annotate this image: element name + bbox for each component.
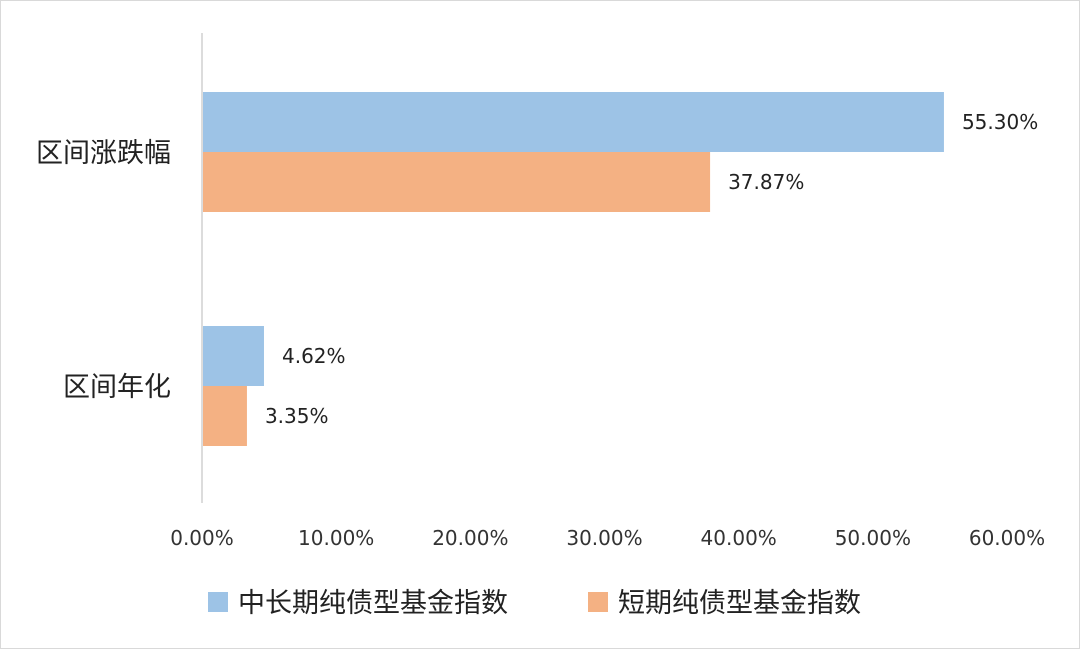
bar-1-0 (203, 326, 264, 386)
legend-label-1: 短期纯债型基金指数 (618, 588, 861, 619)
category-label-1: 区间年化 (63, 372, 171, 403)
legend-swatch-0 (208, 592, 228, 612)
category-label-0: 区间涨跌幅 (36, 138, 171, 169)
x-tick-label-3: 30.00% (566, 526, 642, 550)
legend-label-0: 中长期纯债型基金指数 (238, 588, 508, 619)
data-label-1-1: 3.35% (265, 404, 329, 428)
data-label-1-0: 4.62% (282, 344, 346, 368)
legend-swatch-1 (588, 592, 608, 612)
bar-0-1 (203, 152, 711, 212)
data-label-0-0: 55.30% (962, 110, 1038, 134)
bar-1-1 (203, 386, 247, 446)
bar-0-0 (203, 92, 944, 152)
x-tick-label-2: 20.00% (432, 526, 508, 550)
x-tick-label-4: 40.00% (701, 526, 777, 550)
x-tick-label-6: 60.00% (969, 526, 1045, 550)
x-tick-label-0: 0.00% (170, 526, 234, 550)
x-tick-label-1: 10.00% (298, 526, 374, 550)
x-tick-label-5: 50.00% (835, 526, 911, 550)
data-label-0-1: 37.87% (728, 170, 804, 194)
